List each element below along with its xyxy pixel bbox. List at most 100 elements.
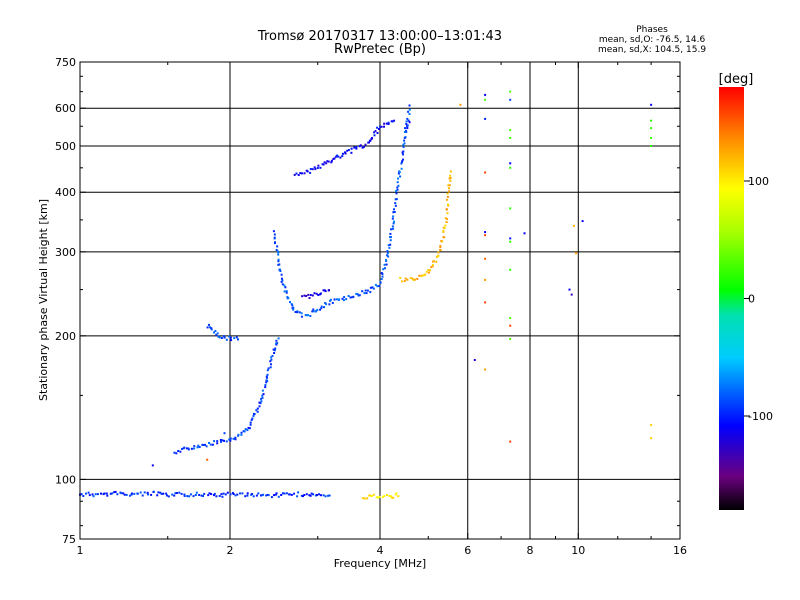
data-point — [509, 98, 512, 101]
data-point — [398, 171, 401, 174]
data-point — [390, 496, 393, 499]
data-point — [265, 494, 268, 497]
data-point — [315, 292, 318, 295]
data-point — [370, 495, 373, 497]
data-point — [91, 493, 94, 496]
data-point — [283, 284, 286, 287]
data-point — [382, 268, 385, 271]
data-point — [267, 367, 270, 370]
data-point — [378, 285, 381, 287]
data-point — [392, 211, 395, 214]
data-point — [396, 186, 399, 189]
data-point — [445, 221, 448, 223]
data-point — [357, 294, 360, 297]
data-point — [276, 245, 279, 248]
data-point — [304, 314, 307, 317]
data-point — [361, 290, 364, 293]
data-point — [274, 347, 277, 350]
data-point — [267, 494, 270, 497]
data-point — [387, 255, 390, 258]
data-point — [394, 493, 397, 496]
data-point — [484, 301, 487, 304]
data-point — [380, 125, 383, 128]
data-point — [204, 443, 206, 446]
data-point — [273, 233, 276, 236]
data-point — [260, 400, 263, 403]
data-point — [484, 171, 487, 174]
colorbar-ticks: 100 0 -100 — [744, 175, 773, 423]
data-point — [369, 139, 372, 142]
x-tick-label: 16 — [673, 544, 687, 557]
data-point — [344, 151, 346, 154]
data-point — [405, 131, 408, 133]
data-point — [272, 230, 275, 233]
data-point — [220, 493, 223, 496]
data-point — [388, 246, 391, 249]
data-point — [316, 308, 319, 311]
data-point — [131, 492, 133, 495]
data-point — [650, 103, 653, 106]
data-point — [252, 414, 255, 417]
data-point — [218, 495, 221, 497]
data-point — [523, 232, 526, 235]
data-point — [248, 427, 251, 430]
data-point — [408, 121, 411, 124]
data-point — [509, 136, 512, 139]
data-point — [113, 491, 116, 494]
data-point — [234, 438, 237, 441]
data-point — [422, 274, 425, 277]
data-point — [275, 343, 278, 346]
data-point — [484, 278, 487, 281]
data-point — [315, 494, 318, 496]
data-point — [383, 495, 386, 497]
data-point — [393, 119, 396, 122]
data-point — [484, 98, 487, 101]
data-point — [157, 491, 160, 494]
data-point — [264, 384, 267, 387]
data-point — [270, 358, 273, 361]
data-point — [364, 289, 367, 292]
data-point — [389, 243, 392, 246]
data-point — [320, 494, 322, 497]
data-point — [355, 292, 358, 295]
data-point — [393, 220, 395, 223]
data-point — [385, 259, 387, 261]
y-tick-label: 400 — [55, 186, 76, 199]
data-point — [373, 134, 376, 137]
data-point — [258, 401, 261, 404]
data-point — [447, 203, 449, 206]
data-point — [295, 172, 298, 175]
data-point — [384, 267, 386, 270]
data-point — [650, 136, 653, 139]
data-point — [222, 335, 225, 338]
data-point — [420, 275, 423, 278]
data-point — [277, 337, 280, 340]
data-point — [202, 443, 205, 446]
data-point — [363, 292, 366, 295]
data-point — [392, 215, 395, 218]
data-point — [473, 359, 476, 361]
data-point — [310, 492, 313, 495]
data-point — [225, 338, 228, 341]
data-point — [261, 396, 264, 399]
data-point — [444, 217, 447, 220]
data-point — [381, 496, 384, 499]
data-point — [407, 119, 410, 122]
data-point — [208, 492, 211, 495]
data-point — [298, 311, 301, 314]
data-point — [120, 492, 123, 495]
data-point — [650, 127, 653, 130]
data-point — [401, 151, 404, 154]
data-point — [305, 295, 308, 297]
data-point — [386, 250, 389, 253]
data-point — [402, 146, 405, 148]
data-point — [205, 445, 208, 448]
data-point — [372, 493, 375, 496]
data-point — [326, 160, 329, 163]
data-point — [397, 177, 399, 180]
data-point — [570, 293, 573, 296]
data-point — [568, 288, 571, 291]
colorbar-tick-label: 100 — [748, 175, 769, 188]
colorbar — [719, 87, 744, 510]
data-point — [230, 339, 233, 342]
